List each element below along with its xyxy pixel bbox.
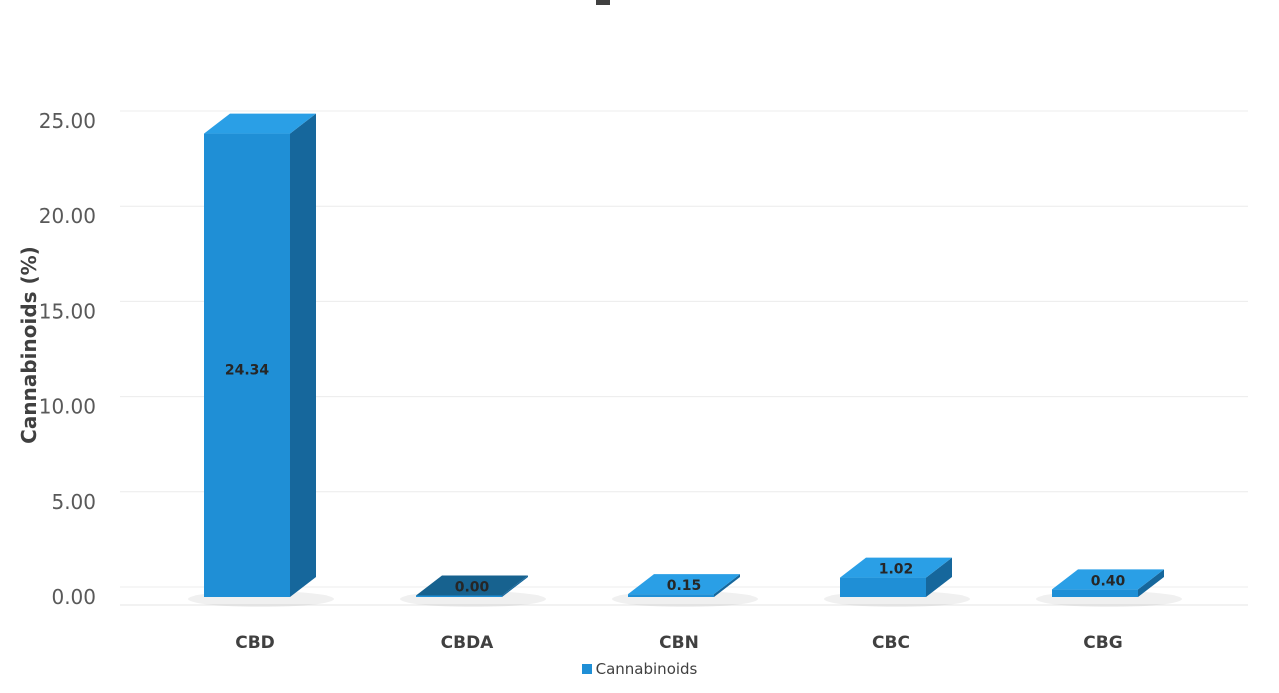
- y-tick-label: 20.00: [39, 204, 96, 228]
- y-tick-label: 25.00: [39, 109, 96, 133]
- bar-side-face: [1138, 569, 1164, 597]
- data-label-cbc: 1.02: [879, 562, 914, 578]
- y-axis-label: Cannabinoids (%): [17, 246, 41, 444]
- bar-top-face: [416, 575, 528, 596]
- y-tick-label: 0.00: [51, 585, 96, 609]
- bar-side-face: [714, 574, 740, 597]
- data-label-cbg: 0.40: [1091, 573, 1126, 589]
- legend-label: Cannabinoids: [595, 660, 698, 678]
- category-label-cbd: CBD: [235, 633, 275, 653]
- bar-top-face: [628, 574, 740, 595]
- data-label-cbda: 0.00: [455, 580, 490, 596]
- bar-front-face: [204, 133, 290, 597]
- bar-side-face: [502, 575, 528, 597]
- bar-front-face: [416, 595, 502, 597]
- bar-side-face: [926, 557, 952, 597]
- category-label-cbg: CBG: [1083, 633, 1122, 653]
- category-label-cbc: CBC: [872, 633, 910, 653]
- category-labels: CBD CBDA CBN CBC CBG: [235, 633, 1122, 653]
- bar-front-face: [840, 577, 926, 597]
- bar-cbda: [400, 575, 546, 607]
- bar-cbg: [1036, 569, 1182, 607]
- bars: [188, 113, 1182, 607]
- bar-top-face: [204, 113, 316, 134]
- data-label-cbn: 0.15: [667, 578, 702, 594]
- bar-top-face: [1052, 569, 1164, 590]
- y-tick-label: 5.00: [51, 490, 96, 514]
- bar-front-face: [628, 594, 714, 597]
- bar-cbd: [188, 113, 334, 607]
- bar-cbn: [612, 574, 758, 607]
- y-axis-ticks: 0.00 5.00 10.00 15.00 20.00 25.00: [39, 109, 96, 609]
- category-label-cbda: CBDA: [441, 633, 495, 653]
- legend-swatch-icon: [581, 664, 592, 674]
- data-labels: 24.34 0.00 0.15 1.02 0.40: [225, 363, 1126, 596]
- category-label-cbn: CBN: [659, 633, 699, 653]
- data-label-cbd: 24.34: [225, 363, 270, 379]
- y-tick-label: 10.00: [39, 395, 96, 419]
- bar-side-face: [290, 113, 316, 597]
- legend: Cannabinoids: [0, 660, 1279, 678]
- bar-top-face: [840, 557, 952, 578]
- y-tick-label: 15.00: [39, 299, 96, 323]
- bar-cbc: [824, 557, 970, 607]
- bar-front-face: [1052, 589, 1138, 597]
- title-fragment: [596, 0, 610, 5]
